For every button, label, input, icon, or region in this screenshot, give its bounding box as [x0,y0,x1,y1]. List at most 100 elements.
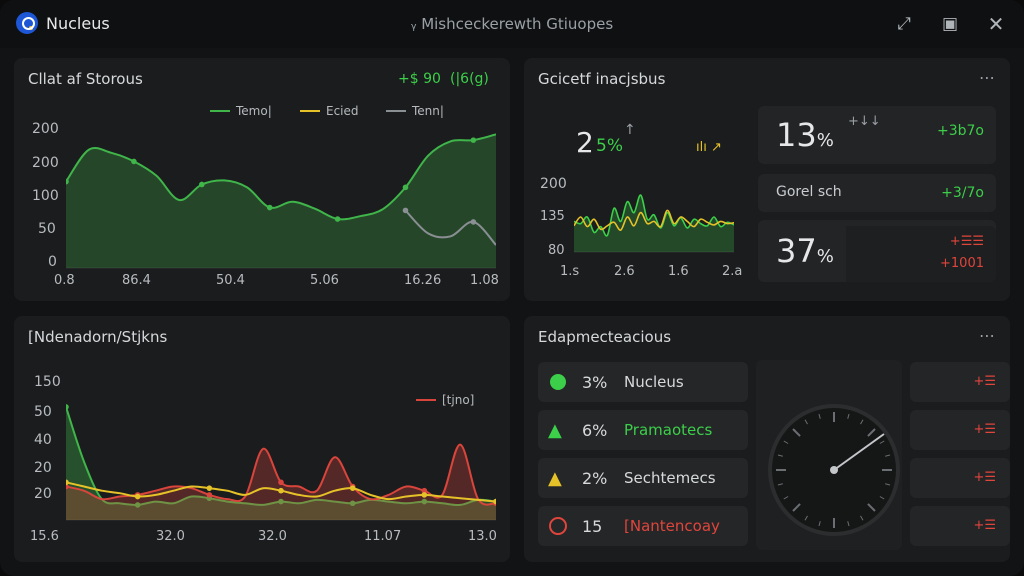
data-point [470,137,477,143]
stacks-chart-panel: [Ndenadorn/Stjkns [tjno] 150 50 40 20 20… [14,316,510,562]
stat-value: (|6(g) [450,71,489,87]
gauge-tick [867,428,876,437]
nucleus-logo-icon [16,12,38,34]
legend-label: [tjno] [442,393,475,407]
x-tick-label: 32.0 [258,529,287,544]
x-tick-label: 1.08 [470,273,499,288]
y-tick-label: 40 [34,432,52,448]
y-tick-label: 20 [34,460,52,476]
gauge-tick [885,483,891,486]
x-tick-label: 13.0 [468,529,497,544]
list-item[interactable]: ▲ 6% Pramaotecs [538,410,748,450]
list-item[interactable]: 15 [Nantencoay [538,506,748,546]
y-tick-label: 100 [32,188,59,204]
data-point [66,178,69,185]
series-area [66,444,496,520]
metric-card[interactable]: 13% +↓↓ +3b7o [758,106,996,164]
gauge-tick [867,503,876,512]
x-tick-label: 50.4 [216,273,245,288]
row-action-button[interactable]: +☰ [910,458,1010,498]
list-item[interactable]: ▲ 2% Sechtemecs [538,458,748,498]
card-unit: % [816,130,834,151]
y-tick-label: 50 [34,404,52,420]
data-point [349,500,356,507]
series-area [66,406,496,520]
data-point [278,479,284,486]
legend-label: Tenn| [412,104,444,118]
data-point [278,487,284,494]
data-point [131,158,137,165]
data-point [421,487,428,494]
gauge-area [756,360,902,550]
x-tick-label: 15.6 [30,529,59,544]
series-line [574,194,734,237]
legend-item: [tjno] [416,393,474,407]
x-tick-label: 86.4 [122,273,151,288]
app-brand: Nucleus [16,12,110,34]
card-delta: +3b7o [937,123,984,139]
metric-percent: 5% [596,136,623,156]
stat-value: +$ 90 [398,71,441,87]
legend-label: Ecied [326,104,359,118]
legend-item: Ecied [300,104,359,118]
more-options-icon[interactable]: ⋯ [979,68,996,87]
card-delta: +3/7o [941,185,984,201]
gauge-tick [783,496,789,500]
legend-item: Temo| [210,104,272,118]
sub-indicator-icon: +↓↓ [848,114,881,129]
close-icon[interactable]: ✕ [987,12,1005,36]
card-number: 13 [776,116,817,154]
metric-card[interactable]: 37% +☰☰ +1001 [758,220,996,282]
data-point [402,207,409,214]
gauge-tick [792,428,801,437]
row-percent: 15 [582,516,603,536]
data-point [278,498,284,505]
x-tick-label: 1.6 [668,264,689,279]
card-delta: +☰☰ [949,234,984,249]
y-tick-label: 50 [38,221,56,237]
y-tick-label: 80 [548,243,565,258]
panel-title: Gcicetf inacjsbus [538,70,666,88]
row-action-button[interactable]: +☰ [910,410,1010,450]
data-point [493,498,496,505]
expand-icon[interactable]: ⤢ [897,14,911,34]
metrics-panel: Gcicetf inacjsbus ⋯ 2 5% ↑ ılı ↗ 200 135… [524,58,1010,301]
legend-swatch [300,110,320,112]
row-action-button[interactable]: +☰ [910,506,1010,546]
y-tick-label: 200 [540,176,567,192]
row-action-button[interactable]: +☰ [910,362,1010,402]
data-point [421,492,428,498]
y-tick-label: 135 [540,209,565,224]
more-options-icon[interactable]: ⋯ [979,326,996,345]
metric-card[interactable]: Gorel sch +3/7o [758,174,996,212]
trend-arrow-icon: ↑ [624,122,636,138]
gauge-tick [777,483,783,486]
data-point [198,181,205,188]
list-item[interactable]: 3% Nucleus [538,362,748,402]
row-percent: 6% [582,420,608,440]
gauge-tick [847,521,850,527]
y-tick-label: 200 [32,121,59,137]
x-tick-label: 2.a [722,264,743,279]
gauge-tick [804,419,808,425]
row-name: Pramaotecs [624,421,713,439]
series-area [66,134,496,268]
y-tick-label: 20 [34,486,52,502]
window-mode-icon[interactable]: ▣ [941,14,959,34]
x-tick-label: 16.26 [404,273,442,288]
gauge-tick [860,515,864,521]
legend-swatch [386,110,406,112]
y-tick-label: 150 [34,374,61,390]
card-number: 37 [776,232,817,270]
gauge-tick [783,440,789,444]
mini-bars-icon: ılı ↗ [696,140,722,155]
card-detail-area: +☰☰ +1001 [846,226,996,282]
mini-line-chart [574,194,734,253]
metric-value: 2 [576,126,594,159]
legend-swatch [416,399,436,401]
data-point [470,219,477,225]
data-point [206,492,213,498]
legend-item: Tenn| [386,104,444,118]
y-tick-label: 200 [32,155,59,171]
